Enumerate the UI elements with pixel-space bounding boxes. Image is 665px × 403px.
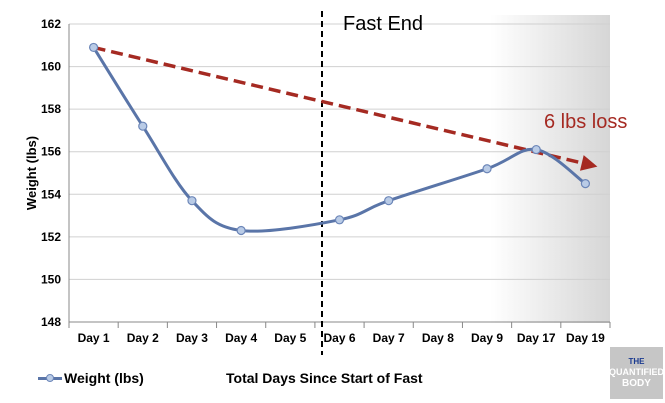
- fast-end-label: Fast End: [343, 13, 423, 35]
- data-point-day-3: [187, 196, 197, 206]
- shaded-region: [490, 15, 610, 323]
- x-tick-day-5: Day 5: [274, 331, 306, 345]
- data-point-day-4: [236, 225, 246, 236]
- x-tick-day-6: Day 6: [323, 331, 355, 345]
- x-tick-day-17: Day 17: [517, 331, 556, 345]
- y-tick-160: 160: [41, 60, 61, 74]
- x-tick-day-7: Day 7: [373, 331, 405, 345]
- quantified-body-logo: THE QUANTIFIED BODY: [609, 347, 664, 399]
- x-tick-day-8: Day 8: [422, 331, 454, 345]
- y-tick-154: 154: [41, 187, 61, 201]
- y-tick-152: 152: [41, 230, 61, 244]
- x-tick-day-3: Day 3: [176, 331, 208, 345]
- legend-label: Weight (lbs): [64, 370, 144, 386]
- data-point-day-2: [138, 121, 148, 131]
- data-point-day-9: [482, 164, 492, 174]
- x-tick-day-1: Day 1: [78, 331, 110, 345]
- trend-arrow-line: [93, 45, 583, 165]
- y-axis-title: Weight (lbs): [24, 136, 39, 210]
- y-tick-148: 148: [41, 315, 61, 329]
- legend-swatch: [38, 373, 62, 383]
- data-point-day-6: [334, 215, 345, 225]
- y-tick-156: 156: [41, 145, 61, 159]
- x-tick-day-9: Day 9: [471, 331, 503, 345]
- loss-label: 6 lbs loss: [544, 111, 627, 133]
- y-tick-labels: 148 150 152 154 156 158 160 162: [41, 17, 61, 329]
- x-tick-day-19: Day 19: [566, 331, 605, 345]
- x-tick-day-4: Day 4: [225, 331, 257, 345]
- y-tick-158: 158: [41, 102, 61, 116]
- data-point-day-1: [88, 42, 99, 53]
- y-tick-150: 150: [41, 272, 61, 286]
- logo-line-2: QUANTIFIED: [609, 366, 664, 377]
- logo-line-1: THE: [628, 356, 645, 366]
- x-tick-labels: Day 1 Day 2 Day 3 Day 4 Day 5 Day 6 Day 7 Day 8…: [68, 322, 611, 345]
- logo-line-3: BODY: [622, 377, 651, 389]
- data-point-day-7: [384, 196, 394, 206]
- trend-arrow-head: [579, 155, 598, 171]
- y-tick-162: 162: [41, 17, 61, 31]
- x-tick-day-2: Day 2: [127, 331, 159, 345]
- weight-series-points: [88, 42, 591, 236]
- data-point-day-17: [531, 144, 541, 155]
- x-axis-title: Total Days Since Start of Fast: [226, 370, 423, 386]
- legend: Weight (lbs): [38, 370, 144, 386]
- data-point-day-19: [580, 179, 591, 189]
